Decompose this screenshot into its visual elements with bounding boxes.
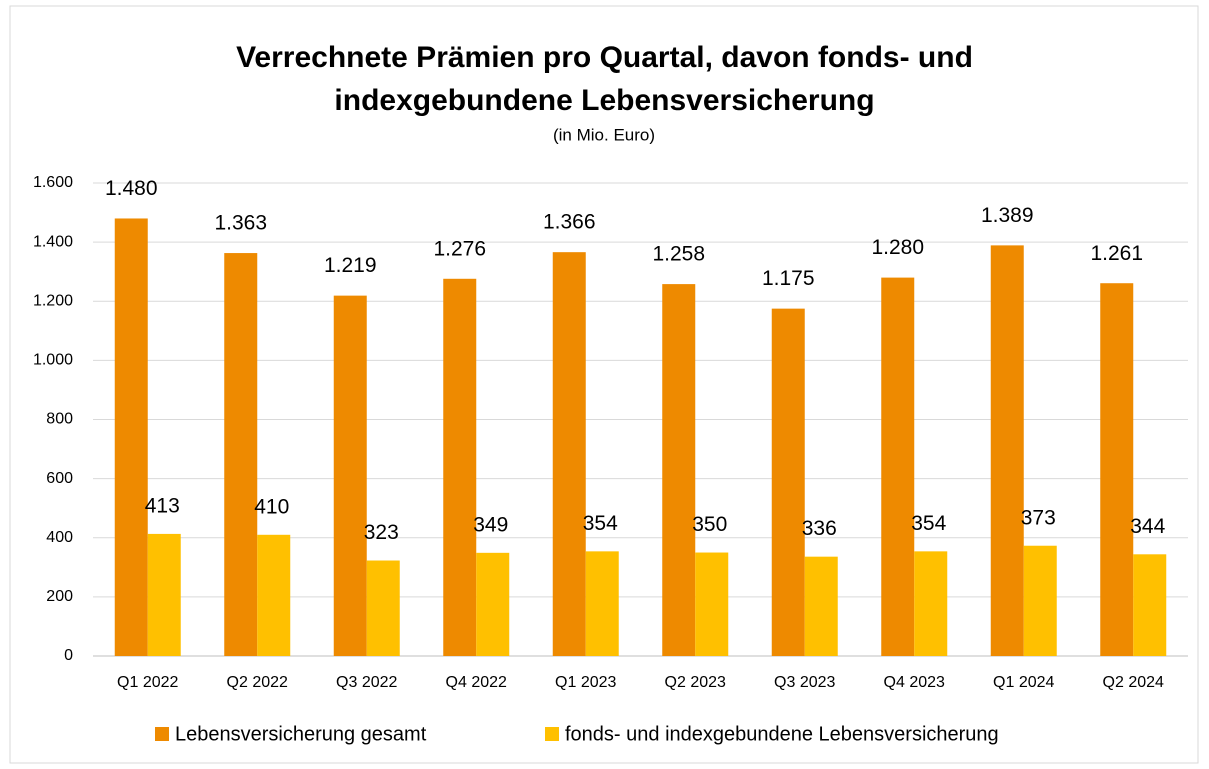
bar <box>114 218 148 656</box>
value-label: 354 <box>911 512 946 535</box>
bar <box>476 552 510 656</box>
value-label: 350 <box>692 513 727 536</box>
value-label: 336 <box>802 517 837 540</box>
chart-subtitle: (in Mio. Euro) <box>553 125 655 144</box>
bar <box>552 252 586 656</box>
bar <box>333 295 367 656</box>
bar <box>771 308 805 656</box>
bar <box>881 277 915 656</box>
value-label: 323 <box>364 521 399 544</box>
value-label: 1.366 <box>543 211 596 234</box>
x-tick-label: Q2 2024 <box>1103 674 1164 691</box>
bar <box>695 552 729 656</box>
bar <box>585 551 619 656</box>
legend-label: fonds- und indexgebundene Lebensversiche… <box>565 723 999 745</box>
bar <box>914 551 948 656</box>
bar <box>804 556 838 656</box>
y-tick-label: 0 <box>64 647 73 664</box>
value-label: 344 <box>1130 515 1165 538</box>
x-tick-label: Q4 2023 <box>884 674 945 691</box>
value-label: 349 <box>473 513 508 536</box>
bar <box>1023 545 1057 656</box>
x-tick-label: Q4 2022 <box>446 674 507 691</box>
y-tick-label: 600 <box>46 470 73 487</box>
y-tick-label: 1.400 <box>33 233 73 250</box>
x-tick-label: Q3 2022 <box>336 674 397 691</box>
value-label: 410 <box>254 495 289 518</box>
x-tick-label: Q1 2024 <box>993 674 1054 691</box>
y-tick-label: 400 <box>46 529 73 546</box>
bar <box>990 245 1024 656</box>
bar <box>366 560 400 656</box>
value-label: 1.280 <box>871 236 924 259</box>
value-label: 1.389 <box>981 204 1034 227</box>
chart-title: Verrechnete Prämien pro Quartal, davon f… <box>236 41 973 117</box>
bar <box>662 284 696 656</box>
y-tick-label: 1.200 <box>33 292 73 309</box>
legend-label: Lebensversicherung gesamt <box>175 723 427 745</box>
value-label: 1.219 <box>324 254 377 277</box>
legend-swatch <box>545 727 559 741</box>
value-label: 1.276 <box>433 237 486 260</box>
x-tick-label: Q3 2023 <box>774 674 835 691</box>
value-label: 373 <box>1021 506 1056 529</box>
value-label: 1.363 <box>214 212 267 235</box>
bar <box>147 533 181 656</box>
bar <box>443 278 477 656</box>
x-tick-label: Q2 2022 <box>227 674 288 691</box>
x-tick-label: Q1 2023 <box>555 674 616 691</box>
bar <box>1100 283 1134 656</box>
legend-swatch <box>155 727 169 741</box>
chart-title-box: Verrechnete Prämien pro Quartal, davon f… <box>150 36 1059 122</box>
value-label: 1.258 <box>652 243 705 266</box>
value-label: 1.175 <box>762 267 815 290</box>
value-label: 1.480 <box>105 177 158 200</box>
value-label: 1.261 <box>1090 242 1143 265</box>
chart-border <box>9 5 1199 764</box>
bar <box>224 253 258 657</box>
value-label: 413 <box>145 494 180 517</box>
bar <box>1133 554 1167 656</box>
y-tick-label: 800 <box>46 411 73 428</box>
x-tick-label: Q1 2022 <box>117 674 178 691</box>
x-tick-label: Q2 2023 <box>665 674 726 691</box>
value-label: 354 <box>583 512 618 535</box>
bar <box>257 534 291 656</box>
y-tick-label: 200 <box>46 588 73 605</box>
y-tick-label: 1.600 <box>33 174 73 191</box>
y-tick-label: 1.000 <box>33 352 73 369</box>
